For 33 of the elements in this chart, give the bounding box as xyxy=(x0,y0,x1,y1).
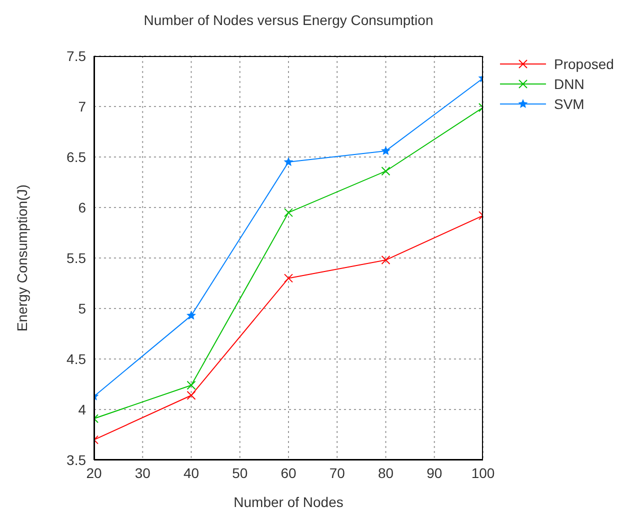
point xyxy=(186,380,196,390)
x-tick-label: 90 xyxy=(426,464,442,481)
point xyxy=(381,166,390,176)
x-tick-label: 50 xyxy=(232,464,248,481)
x-axis-title: Number of Nodes xyxy=(232,494,344,510)
y-tick-label: 6 xyxy=(78,199,86,216)
y-tick-label: 4 xyxy=(78,401,86,418)
point xyxy=(284,208,293,218)
y-tick-label: 3.5 xyxy=(66,452,86,468)
legend-label: SVM xyxy=(554,96,584,112)
y-tick-label: 5.5 xyxy=(66,250,86,266)
point xyxy=(380,146,391,155)
x-tick-label: 80 xyxy=(378,464,394,481)
point xyxy=(186,390,196,400)
x-tick-label: 30 xyxy=(134,464,151,481)
point xyxy=(381,256,390,265)
y-axis-title: Energy Consumption(J) xyxy=(14,184,30,332)
y-tick-label: 5 xyxy=(78,300,86,316)
legend-label: Proposed xyxy=(554,56,614,72)
x-tick-label: 60 xyxy=(280,464,296,481)
point xyxy=(284,157,294,166)
x-tick-label: 40 xyxy=(183,464,200,481)
point xyxy=(284,274,293,283)
x-tick-label: 20 xyxy=(86,464,102,481)
point xyxy=(186,310,196,320)
chart-title: Number of Nodes versus Energy Consumption xyxy=(142,12,434,28)
y-tick-label: 4.5 xyxy=(66,350,86,367)
y-tick-label: 7 xyxy=(78,98,86,114)
x-tick-label: 70 xyxy=(329,464,346,481)
y-tick-label: 7.5 xyxy=(66,48,86,64)
y-tick-label: 6.5 xyxy=(66,148,86,165)
x-tick-label: 100 xyxy=(471,464,495,481)
legend-label: DNN xyxy=(554,76,584,92)
